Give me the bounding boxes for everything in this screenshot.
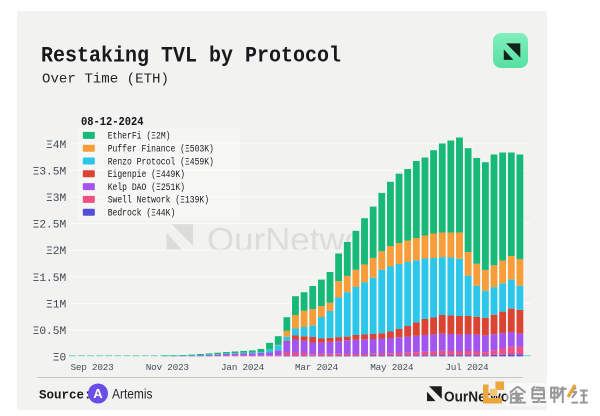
svg-text:Puffer Finance (Ξ503K): Puffer Finance (Ξ503K) <box>108 144 214 156</box>
svg-text:Jul 2024: Jul 2024 <box>445 362 489 373</box>
svg-text:Ξ3M: Ξ3M <box>46 193 66 205</box>
svg-text:May 2024: May 2024 <box>370 362 414 373</box>
svg-text:A: A <box>93 386 103 401</box>
svg-text:Sep 2023: Sep 2023 <box>70 362 114 373</box>
svg-text:Ξ2.5M: Ξ2.5M <box>33 220 67 232</box>
svg-text:Ξ3.5M: Ξ3.5M <box>33 166 67 178</box>
svg-text:08-12-2024: 08-12-2024 <box>81 116 144 129</box>
svg-text:Ξ1.5M: Ξ1.5M <box>33 273 67 285</box>
svg-text:Ξ1M: Ξ1M <box>46 299 66 311</box>
svg-text:Ξ4M: Ξ4M <box>46 140 66 152</box>
svg-text:Eigenpie (Ξ449K): Eigenpie (Ξ449K) <box>108 169 185 181</box>
svg-text:Nov 2023: Nov 2023 <box>146 362 190 373</box>
svg-text:Over Time (ETH): Over Time (ETH) <box>42 71 169 87</box>
svg-text:Renzo Protocol (Ξ459K): Renzo Protocol (Ξ459K) <box>108 156 214 168</box>
svg-text:Ξ0.5M: Ξ0.5M <box>33 326 67 338</box>
svg-text:Swell Network (Ξ139K): Swell Network (Ξ139K) <box>108 195 209 207</box>
svg-text:Bedrock (Ξ44K): Bedrock (Ξ44K) <box>108 208 176 220</box>
svg-text:Ξ0: Ξ0 <box>53 353 67 365</box>
svg-text:Restaking TVL by Protocol: Restaking TVL by Protocol <box>41 43 341 68</box>
svg-text:Jan 2024: Jan 2024 <box>221 362 265 373</box>
svg-text:Mar 2024: Mar 2024 <box>295 362 339 373</box>
svg-text:EtherFi (Ξ2M): EtherFi (Ξ2M) <box>108 131 171 143</box>
svg-text:Kelp DAO (Ξ251K): Kelp DAO (Ξ251K) <box>108 182 185 194</box>
svg-text:Artemis: Artemis <box>112 386 153 402</box>
svg-text:Ξ2M: Ξ2M <box>46 246 66 258</box>
svg-text:Source:: Source: <box>39 389 92 403</box>
